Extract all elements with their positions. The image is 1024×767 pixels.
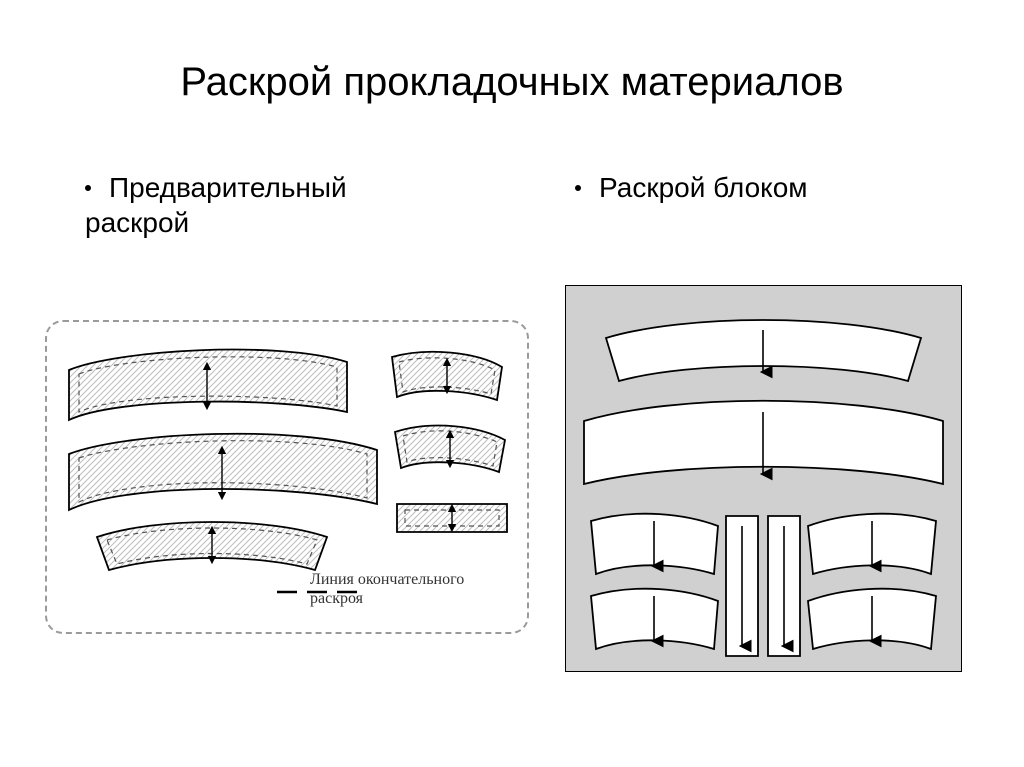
bullet-right: Раскрой блоком [575, 170, 808, 205]
bullet-left: Предварительныйраскрой [85, 170, 347, 240]
pattern-piece-wide_band [584, 401, 943, 484]
pattern-piece-right_bottom_small [808, 589, 936, 649]
pattern-piece-top_band [606, 320, 921, 381]
pattern-piece-small_top_right [392, 352, 502, 400]
pattern-piece-small_mid_right [395, 426, 505, 472]
pattern-piece-right_top_small [808, 514, 936, 574]
pattern-piece-top_band [69, 350, 347, 420]
pattern-piece-rect_bottom_right [397, 504, 507, 532]
pattern-piece-center_tall_right [768, 516, 800, 656]
bullet-left-text: Предварительныйраскрой [85, 172, 347, 238]
pattern-piece-center_tall_left [726, 516, 758, 656]
pattern-piece-middle_band [69, 434, 377, 510]
slide-title: Раскрой прокладочных материалов [0, 60, 1024, 105]
bullet-dot-icon [575, 185, 581, 191]
pattern-piece-left_bottom_small [591, 589, 718, 649]
right-diagram-svg [566, 286, 961, 671]
pattern-piece-left_top_small [591, 514, 718, 574]
pattern-piece-bottom_curve [97, 522, 327, 570]
right-diagram-panel [565, 285, 962, 672]
legend-text: Линия окончательногораскроя [310, 570, 464, 608]
slide: Раскрой прокладочных материалов Предвари… [0, 0, 1024, 767]
bullet-dot-icon [85, 185, 91, 191]
bullet-right-text: Раскрой блоком [599, 172, 808, 203]
